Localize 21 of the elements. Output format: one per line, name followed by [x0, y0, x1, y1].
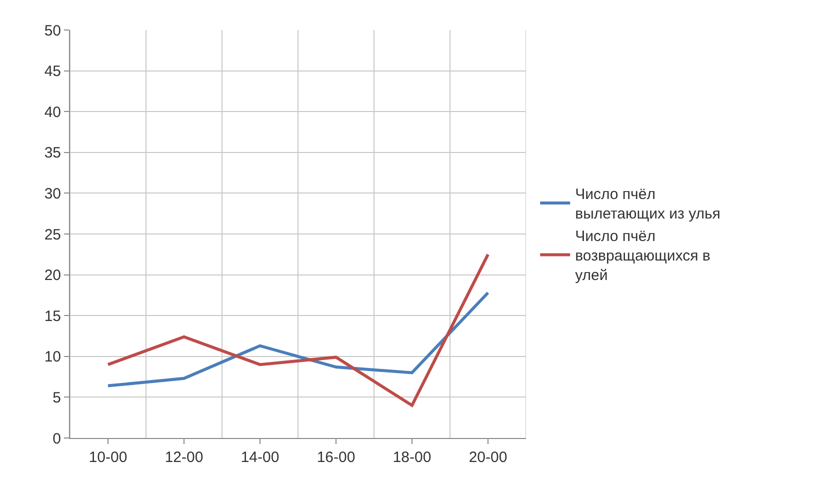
line-series	[106, 291, 490, 388]
legend-label: Число пчёл вылетающих из улья	[575, 186, 720, 223]
line-series	[106, 252, 490, 407]
y-tick-label: 30	[44, 185, 61, 202]
y-tick-label: 15	[44, 308, 61, 325]
x-tick-label: 18-00	[392, 449, 432, 466]
x-tick-label: 10-00	[88, 449, 128, 466]
x-tick-label: 20-00	[468, 449, 508, 466]
y-tick-label: 20	[44, 267, 61, 284]
y-tick-label: 40	[44, 104, 61, 121]
y-tick-label: 35	[44, 144, 61, 162]
y-tick-label: 5	[52, 389, 61, 406]
y-tick-label: 45	[44, 63, 61, 80]
x-tick-label: 14-00	[240, 449, 280, 466]
x-tick-label: 16-00	[316, 449, 356, 466]
legend-label: Число пчёл возвращающихся в улей	[575, 228, 710, 284]
y-tick-label: 0	[52, 430, 61, 448]
y-tick-label: 25	[44, 226, 61, 244]
x-tick-label: 12-00	[164, 449, 204, 466]
y-tick-label: 10	[44, 348, 61, 366]
y-tick-label: 50	[44, 22, 61, 40]
